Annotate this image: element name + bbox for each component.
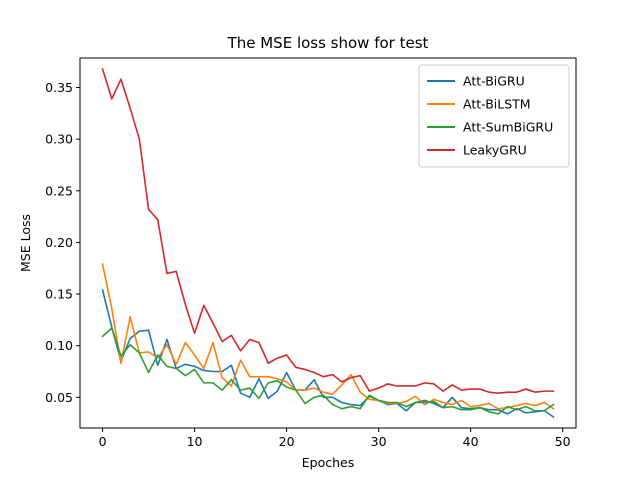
legend-box (418, 64, 570, 168)
series-line-0 (101, 288, 555, 419)
y-tick-label: 0.15 (45, 287, 73, 302)
series-line-3 (101, 67, 555, 395)
y-tick-label: 0.10 (45, 338, 73, 353)
chart-title: The MSE loss show for test (227, 34, 429, 52)
ticks-layer: 0 10 20 30 40 50 0.05 0.10 0.15 0.20 0.25 0.30 0.35 (45, 80, 571, 449)
series-line-1 (101, 263, 555, 410)
legend: Att-BiGRU Att-BiLSTM Att-SumBiGRU LeakyGRU (418, 64, 570, 168)
x-tick-label: 0 (99, 434, 107, 449)
y-tick-label: 0.35 (45, 80, 73, 95)
series-layer (101, 67, 555, 419)
x-tick-label: 10 (187, 434, 203, 449)
legend-label-3: LeakyGRU (463, 143, 527, 158)
y-tick-label: 0.05 (45, 390, 73, 405)
plot-frame (79, 57, 577, 429)
x-tick-label: 50 (555, 434, 571, 449)
x-tick-label: 30 (371, 434, 387, 449)
y-axis-label: MSE Loss (18, 214, 33, 272)
x-tick-label: 20 (279, 434, 295, 449)
x-axis-label: Epoches (302, 455, 354, 470)
y-tick-label: 0.25 (45, 183, 73, 198)
y-tick-label: 0.30 (45, 132, 73, 147)
y-tick-label: 0.20 (45, 235, 73, 250)
series-line-2 (101, 327, 555, 415)
x-tick-label: 40 (463, 434, 479, 449)
legend-label-0: Att-BiGRU (463, 74, 525, 89)
legend-label-1: Att-BiLSTM (463, 97, 531, 112)
legend-label-2: Att-SumBiGRU (463, 120, 553, 135)
